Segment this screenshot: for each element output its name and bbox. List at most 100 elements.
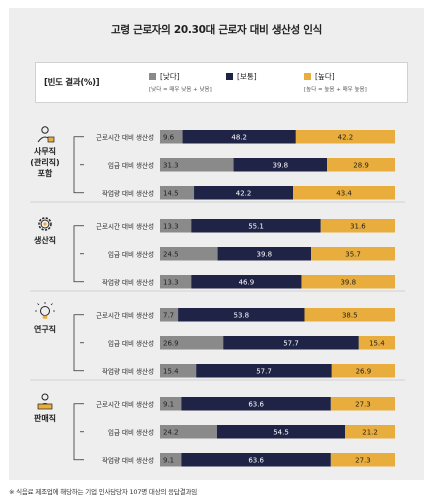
legend: [빈도 결과(%)] [낮다] [낮다 = 매우 낮음 + 낮음] [보통] […: [35, 62, 408, 103]
bar-segment: [304, 308, 395, 322]
group-bracket: [73, 314, 80, 372]
bar-segment: [178, 308, 305, 322]
office-worker-icon: [37, 126, 55, 143]
sales-cart-icon: [37, 393, 53, 410]
bar-segment: [160, 397, 182, 411]
bar-segment: [160, 247, 218, 261]
bar-segment: [160, 219, 192, 233]
bar-segment: [191, 219, 321, 233]
legend-swatch-mid: [226, 73, 233, 80]
group-label: 판매직: [34, 413, 56, 423]
row-label: 임금 대비 생산성: [108, 249, 154, 258]
legend-item-mid: [보통]: [226, 71, 257, 82]
bar-value-label: 26.9: [356, 367, 372, 375]
chart-title: 고령 근로자의 20.30대 근로자 대비 생산성 인식: [111, 24, 322, 36]
gear-icon: [38, 217, 52, 231]
bar-segment: [233, 158, 328, 172]
bar-segment: [330, 397, 395, 411]
bar-value-label: 27.3: [355, 456, 371, 464]
bar-group: 생산직 근로시간 대비 생산성 13.3 55.1 31.6 임금 대비 생산성 24.5 3…: [30, 201, 405, 289]
bar-value-label: 24.5: [163, 250, 179, 258]
legend-item-low: [낮다]: [149, 71, 180, 82]
bar-segment: [217, 247, 312, 261]
footnote: ※ 식음료 제조업에 해당하는 기업 인사담당자 107명 대상의 응답결과임: [9, 488, 198, 496]
group-bracket: [73, 225, 80, 283]
group-label: 연구직: [34, 324, 56, 334]
bar-segment: [295, 130, 395, 144]
bar-value-label: 7.7: [163, 311, 174, 319]
lightbulb-icon-bulb: [40, 306, 50, 316]
row-label: 작업량 대비 생산성: [102, 277, 154, 286]
bar-segment: [160, 186, 195, 200]
legend-swatch-high: [304, 73, 311, 80]
office-worker-icon-head: [41, 126, 49, 134]
bar-segment: [331, 364, 395, 378]
bar-segment: [327, 158, 395, 172]
bar-segment: [223, 336, 359, 350]
bar-segment: [320, 219, 395, 233]
bar-value-label: 9.1: [163, 456, 174, 464]
bar-value-label: 42.2: [236, 189, 252, 197]
gear-icon-hub: [43, 222, 47, 226]
group-label: 사무직: [34, 146, 56, 156]
row-label: 작업량 대비 생산성: [102, 366, 154, 375]
bar-segment: [311, 247, 395, 261]
bar-value-label: 15.4: [163, 367, 179, 375]
sales-cart-icon-head: [41, 393, 49, 401]
group-label: 생산직: [34, 235, 56, 245]
bar-segment: [160, 130, 183, 144]
bar-value-label: 42.2: [338, 133, 354, 141]
bar-value-label: 55.1: [248, 222, 264, 230]
row-label: 작업량 대비 생산성: [102, 188, 154, 197]
bar-segment: [160, 336, 224, 350]
bar-segment: [160, 364, 197, 378]
bar-segment: [160, 275, 192, 289]
legend-label-low: [낮다]: [160, 72, 180, 81]
bar-segment: [345, 425, 395, 439]
row-label: 임금 대비 생산성: [108, 338, 154, 347]
bar-segment: [160, 158, 234, 172]
bar-value-label: 63.6: [248, 400, 264, 408]
lightbulb-icon: [35, 302, 55, 319]
group-label: (관리직): [30, 157, 59, 167]
bar-value-label: 26.9: [163, 339, 179, 347]
gear-icon-teeth: [38, 217, 52, 231]
legend-label-high: [높다]: [315, 72, 335, 81]
row-label: 근로시간 대비 생산성: [96, 132, 154, 141]
row-label: 작업량 대비 생산성: [102, 455, 154, 464]
bar-segment: [181, 453, 331, 467]
bar-value-label: 31.3: [163, 161, 179, 169]
row-label: 임금 대비 생산성: [108, 427, 154, 436]
bar-segment: [301, 275, 395, 289]
legend-note-low: [낮다 = 매우 낮음 + 낮음]: [149, 87, 212, 93]
bar-value-label: 9.1: [163, 400, 174, 408]
bar-segment: [160, 453, 182, 467]
row-label: 임금 대비 생산성: [108, 160, 154, 169]
bar-value-label: 27.3: [355, 400, 371, 408]
bar-value-label: 54.5: [273, 428, 289, 436]
row-label: 근로시간 대비 생산성: [96, 221, 154, 230]
bar-value-label: 48.2: [231, 133, 247, 141]
bar-value-label: 39.8: [257, 250, 273, 258]
bar-segment: [160, 308, 179, 322]
bar-value-label: 46.9: [239, 278, 255, 286]
bar-group: 사무직(관리직)포함 근로시간 대비 생산성 9.6 48.2 42.2 임금 대비 생산…: [30, 126, 395, 200]
legend-item-high: [높다]: [304, 71, 335, 82]
gear-icon-ring: [40, 219, 50, 229]
bar-value-label: 57.7: [283, 339, 299, 347]
sales-cart-icon-counter: [37, 403, 53, 410]
bar-segment: [358, 336, 395, 350]
bar-value-label: 38.5: [342, 311, 358, 319]
bar-segment: [196, 364, 332, 378]
bar-value-label: 39.8: [340, 278, 356, 286]
legend-swatch-low: [149, 73, 156, 80]
group-bracket: [73, 136, 80, 194]
legend-title: [빈도 결과(%)]: [44, 78, 100, 88]
lightbulb-icon-base: [42, 315, 48, 319]
bar-value-label: 9.6: [163, 133, 175, 141]
bar-value-label: 57.7: [256, 367, 272, 375]
bar-value-label: 43.4: [336, 189, 352, 197]
row-label: 근로시간 대비 생산성: [96, 399, 154, 408]
bar-segment: [160, 425, 217, 439]
